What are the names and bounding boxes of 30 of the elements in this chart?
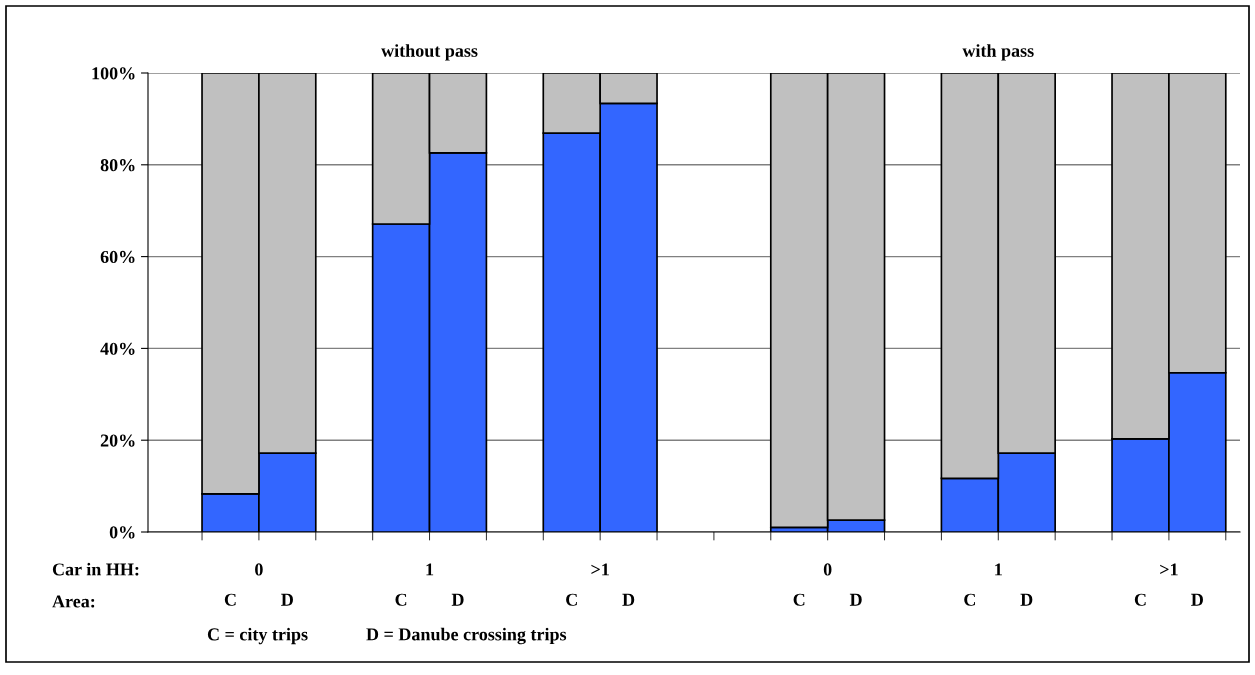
y-tick-label: 100%	[92, 67, 135, 80]
y-tick-label: 40%	[100, 342, 135, 355]
text: with pass	[962, 44, 1034, 61]
x-tick-label: D	[1191, 593, 1203, 606]
text: D = Danube crossing trips	[366, 627, 567, 645]
x-tick-label: C	[1134, 593, 1146, 606]
x-tick-label: C	[395, 593, 407, 606]
x-tick-label: C	[964, 593, 975, 606]
x-tick-label: D	[849, 593, 862, 606]
text: >1	[591, 563, 609, 576]
text: C = city trips	[207, 627, 308, 645]
y-tick-label: 80%	[100, 159, 135, 172]
text: 0	[823, 563, 832, 576]
y-tick-label: 0%	[109, 526, 135, 539]
x-tick-label: D	[451, 593, 464, 606]
x-tick-label: D	[1020, 593, 1033, 606]
text: 0	[255, 563, 263, 576]
text: Area:	[52, 595, 95, 608]
text: >1	[1160, 563, 1178, 576]
text: 1	[426, 563, 434, 576]
text: Car in HH:	[52, 562, 139, 576]
x-tick-label: C	[793, 593, 805, 606]
x-tick-label: C	[566, 593, 577, 606]
y-tick-label: 20%	[100, 434, 135, 447]
x-tick-label: D	[622, 593, 635, 606]
x-tick-label: D	[281, 593, 293, 606]
x-tick-label: C	[224, 593, 236, 606]
y-tick-label: 60%	[100, 250, 135, 264]
text: 1	[995, 563, 1002, 576]
text: without pass	[381, 44, 478, 61]
